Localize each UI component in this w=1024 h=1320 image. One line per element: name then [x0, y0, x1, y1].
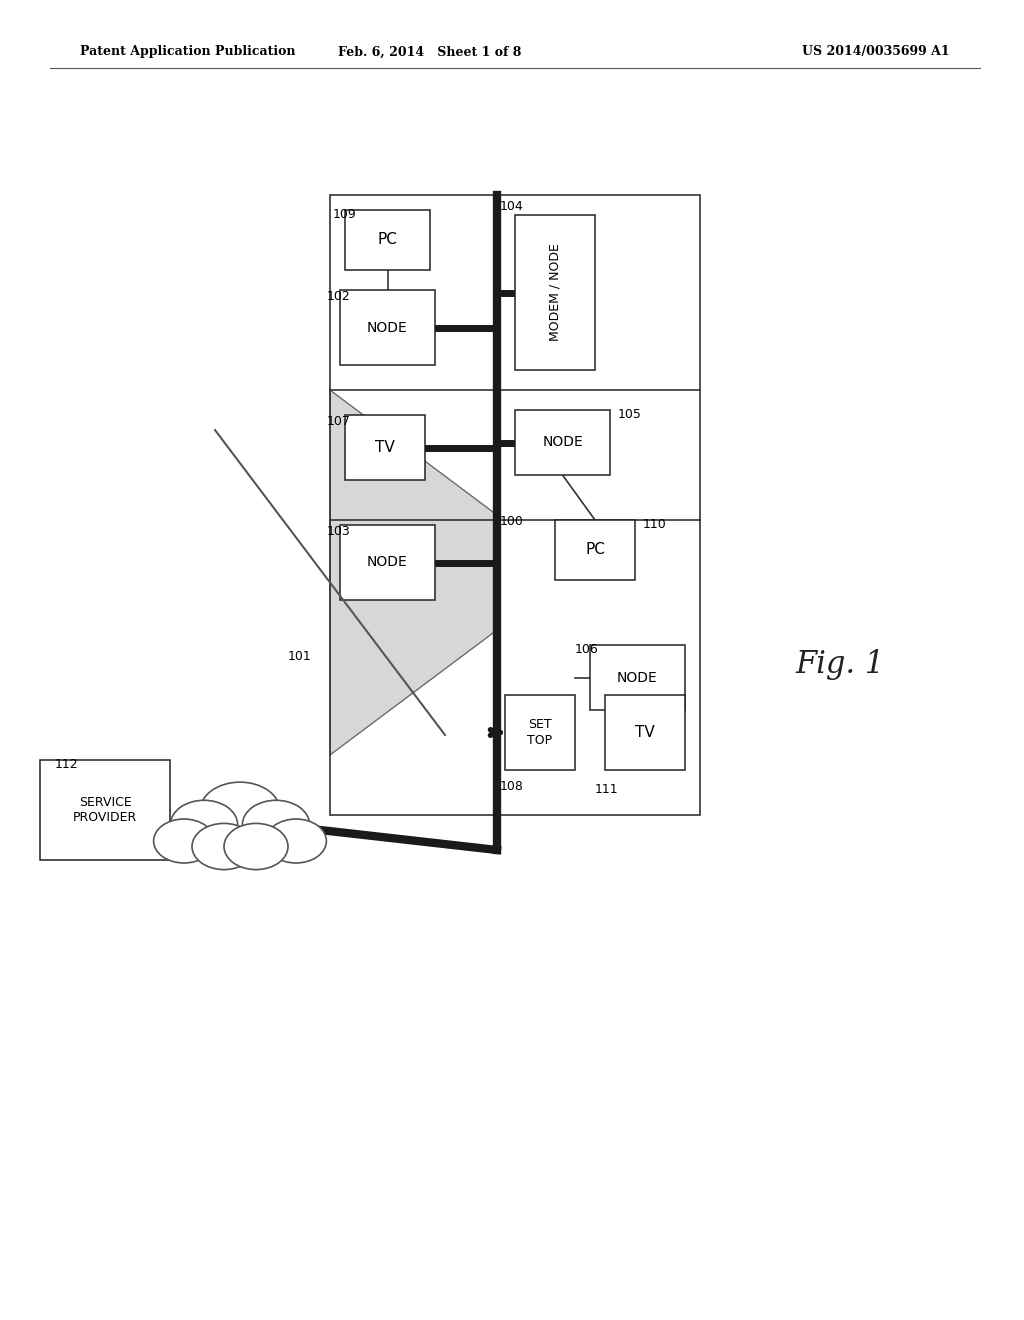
Text: 108: 108 — [500, 780, 524, 793]
Bar — [590, 645, 685, 710]
Text: MODEM / NODE: MODEM / NODE — [549, 244, 561, 342]
Text: NODE: NODE — [368, 321, 408, 334]
Text: NODE: NODE — [368, 556, 408, 569]
Text: 110: 110 — [643, 517, 667, 531]
Bar — [345, 210, 430, 271]
Text: Feb. 6, 2014   Sheet 1 of 8: Feb. 6, 2014 Sheet 1 of 8 — [338, 45, 521, 58]
Text: 103: 103 — [327, 525, 351, 539]
Bar — [555, 520, 635, 579]
Text: Patent Application Publication: Patent Application Publication — [80, 45, 296, 58]
Text: NODE: NODE — [617, 671, 657, 685]
Text: 112: 112 — [55, 758, 79, 771]
Bar — [340, 525, 435, 601]
Text: PC: PC — [378, 232, 397, 248]
Text: TV: TV — [635, 725, 655, 741]
Ellipse shape — [154, 818, 214, 863]
Text: 106: 106 — [575, 643, 599, 656]
Ellipse shape — [243, 800, 309, 849]
Text: 102: 102 — [327, 290, 351, 304]
Ellipse shape — [170, 800, 238, 849]
Bar — [330, 195, 700, 814]
Bar — [505, 696, 575, 770]
Bar — [515, 411, 610, 475]
Text: SET
TOP: SET TOP — [527, 718, 553, 747]
Text: Fig. 1: Fig. 1 — [796, 649, 885, 681]
Text: 104: 104 — [500, 201, 523, 213]
Text: 101: 101 — [288, 649, 311, 663]
Ellipse shape — [193, 824, 256, 870]
Text: 107: 107 — [327, 414, 351, 428]
Ellipse shape — [200, 783, 280, 840]
Text: TV: TV — [375, 440, 395, 455]
Polygon shape — [330, 389, 497, 755]
Text: PC: PC — [585, 543, 605, 557]
Text: US 2014/0035699 A1: US 2014/0035699 A1 — [803, 45, 950, 58]
Bar — [605, 696, 685, 770]
Text: 100: 100 — [500, 515, 524, 528]
Text: SERVICE
PROVIDER: SERVICE PROVIDER — [73, 796, 137, 824]
Bar — [40, 760, 170, 861]
Text: 105: 105 — [618, 408, 642, 421]
Text: NODE: NODE — [542, 436, 583, 450]
Bar — [340, 290, 435, 366]
Ellipse shape — [265, 818, 327, 863]
Bar — [345, 414, 425, 480]
Bar — [515, 215, 595, 370]
Ellipse shape — [224, 824, 288, 870]
Text: 111: 111 — [595, 783, 618, 796]
Text: 109: 109 — [333, 209, 356, 220]
